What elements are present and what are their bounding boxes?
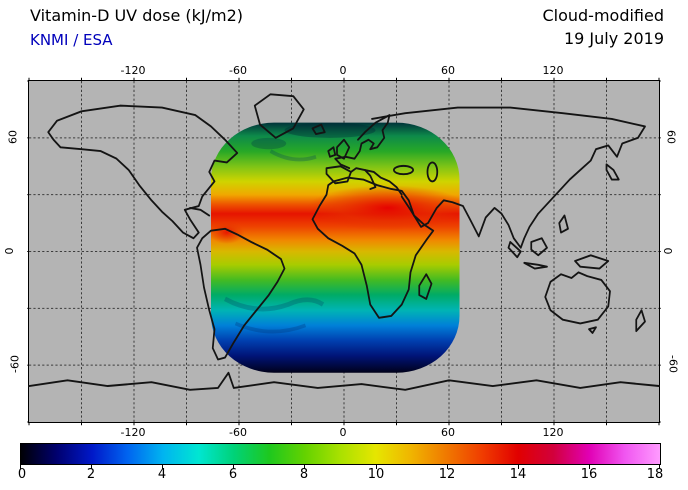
coast-australia — [544, 271, 611, 325]
lon-tick-label: 60 — [441, 64, 455, 77]
cloud-swirl — [234, 321, 307, 334]
coast-tasmania — [588, 326, 597, 334]
coast-north-america — [47, 104, 239, 240]
colorbar-label: 0 — [17, 467, 27, 482]
colorbar-label: 14 — [509, 467, 527, 482]
caspian-sea — [426, 161, 439, 183]
lon-tick-label: 120 — [542, 64, 564, 77]
colorbar-label: 16 — [580, 467, 598, 482]
colorbar-label: 6 — [228, 467, 238, 482]
coast-sumatra — [507, 241, 522, 259]
colorbar-label: 12 — [438, 467, 456, 482]
coast-java — [523, 261, 548, 270]
lat-tick-label: 60 — [6, 130, 20, 144]
date-label: 19 July 2019 — [563, 29, 664, 48]
lon-tick-label: -120 — [120, 64, 146, 77]
cloud-swirl — [269, 149, 317, 162]
coast-borneo — [530, 237, 548, 257]
coast-north-mediterranean — [350, 167, 403, 196]
coast-philippines — [558, 214, 569, 234]
colorbar-label: 4 — [157, 467, 167, 482]
coast-new-guinea — [574, 254, 610, 270]
coast-iberia — [325, 165, 352, 185]
product-label: Cloud-modified — [542, 6, 664, 25]
coast-britain — [336, 138, 351, 160]
lon-tick-label: 60 — [441, 426, 455, 439]
graticule-grid — [29, 81, 659, 422]
sahara-maximum — [307, 185, 460, 231]
coast-south-america — [196, 227, 286, 361]
map-canvas — [29, 81, 659, 422]
coast-madagascar — [418, 273, 433, 300]
coast-greenland — [253, 93, 305, 139]
lat-tick-label: -60 — [8, 355, 22, 373]
page-title: Vitamin-D UV dose (kJ/m2) — [30, 6, 244, 25]
colorbar-label: 8 — [299, 467, 309, 482]
data-source: KNMI / ESA — [30, 31, 113, 49]
world-map-panel — [28, 80, 660, 423]
uv-dose-swath — [211, 122, 460, 373]
coast-ireland — [327, 146, 337, 158]
lat-tick-label: 60 — [664, 130, 678, 144]
coast-new-zealand — [635, 309, 646, 333]
colorbar-gradient — [20, 443, 661, 465]
coast-italy — [364, 169, 377, 190]
lon-tick-label: -60 — [229, 64, 247, 77]
coast-antarctica — [28, 371, 660, 391]
lon-tick-label: 0 — [339, 426, 347, 439]
cloud-swirl — [224, 296, 325, 312]
colorbar-label: 10 — [367, 467, 385, 482]
lon-tick-label: 120 — [542, 426, 564, 439]
coast-japan — [605, 163, 620, 181]
south-america-maximum — [211, 221, 245, 244]
lon-tick-label: 0 — [339, 64, 347, 77]
lat-tick-label: 0 — [661, 247, 674, 255]
lon-tick-label: -60 — [229, 426, 247, 439]
colorbar-label: 18 — [646, 467, 664, 482]
coastlines — [28, 93, 660, 391]
lon-tick-label: -120 — [120, 426, 146, 439]
coast-iceland — [311, 123, 326, 135]
lat-tick-label: -60 — [666, 355, 680, 373]
coast-eurasia — [371, 106, 646, 249]
lat-tick-label: 0 — [3, 247, 16, 255]
black-sea — [393, 164, 414, 176]
colorbar-label: 2 — [86, 467, 96, 482]
axis-ticks — [27, 78, 661, 425]
coast-cuba — [189, 206, 211, 217]
